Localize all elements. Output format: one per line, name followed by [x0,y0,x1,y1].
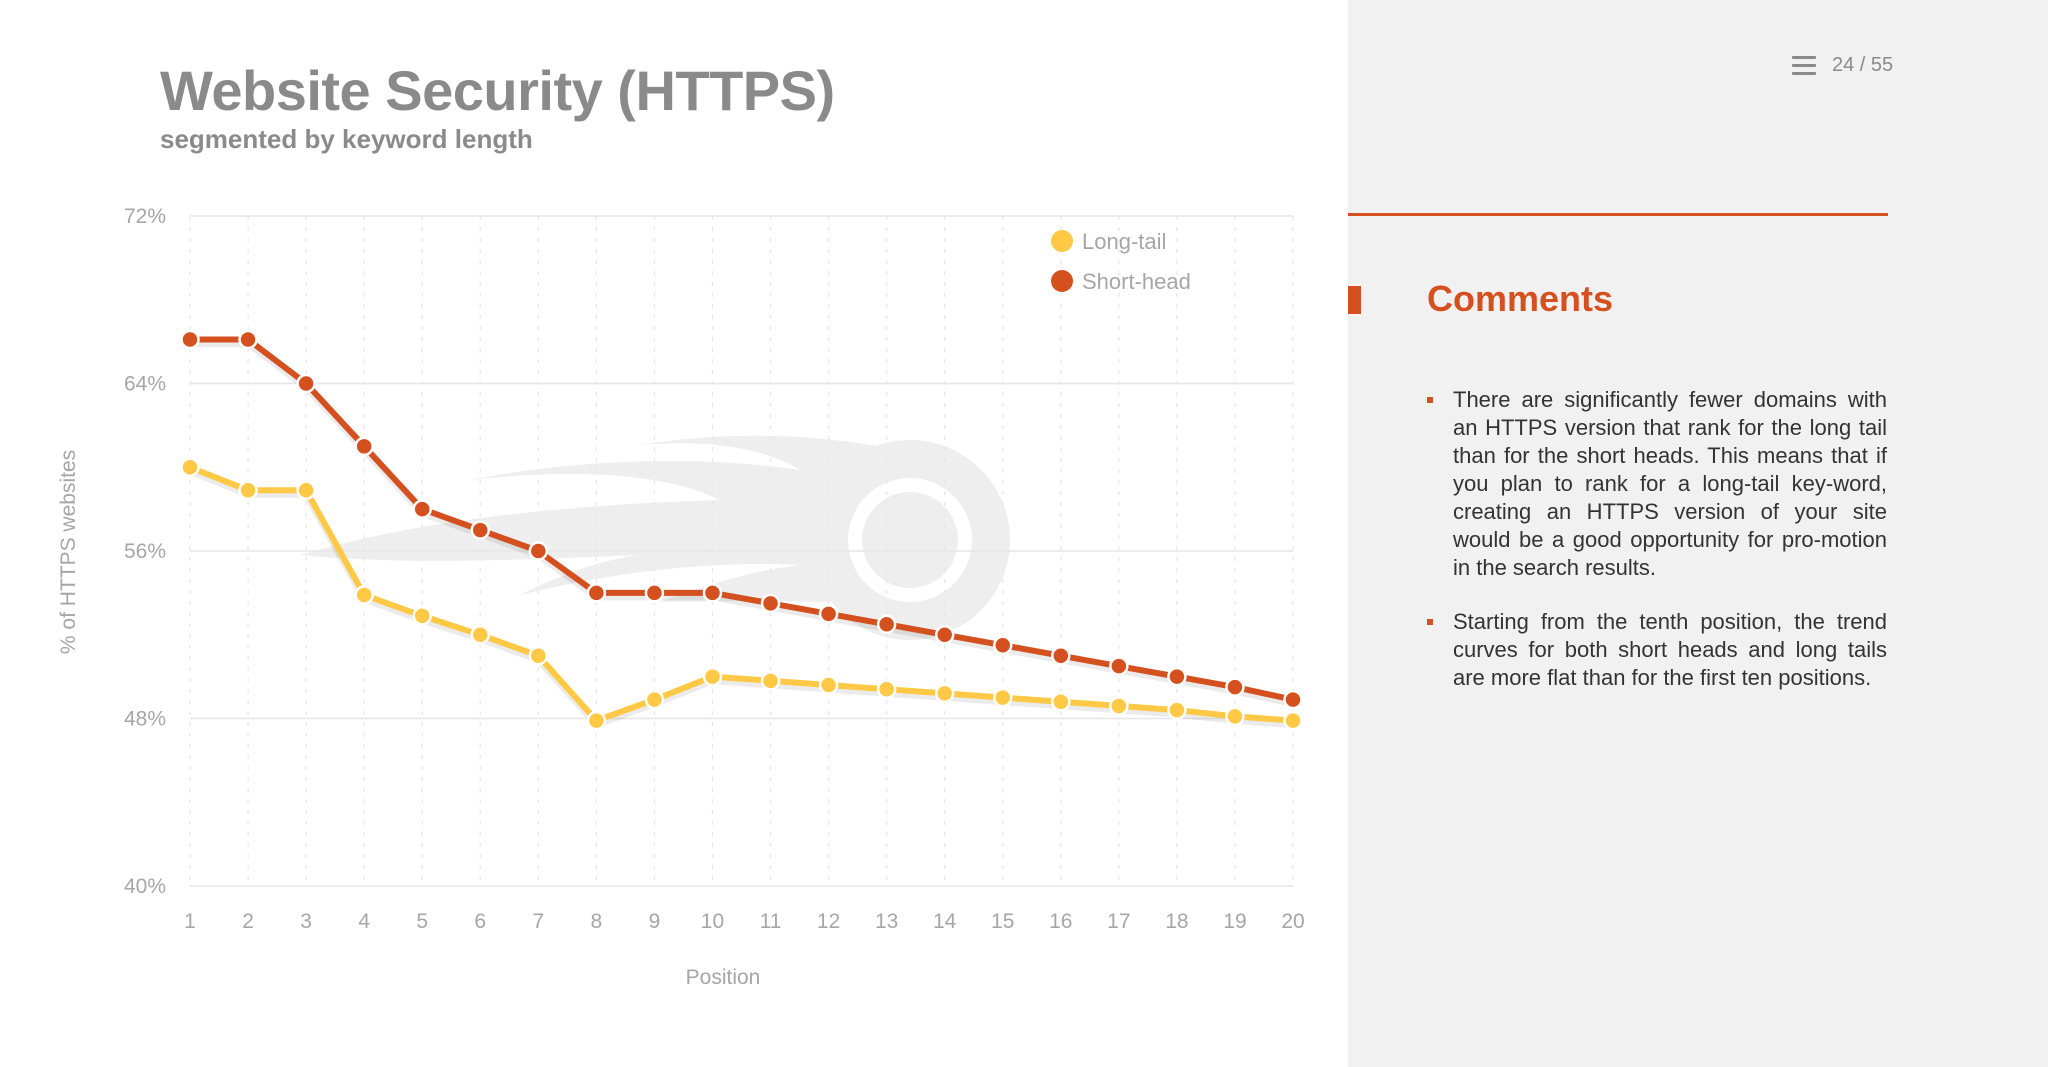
data-point [412,499,432,519]
comments-heading: Comments [1427,278,1614,319]
data-point [876,679,897,699]
data-point [1283,710,1303,731]
data-point [992,635,1013,655]
comment-item: There are significantly fewer domains wi… [1427,386,1887,582]
data-point [470,625,491,645]
data-point [1225,706,1245,727]
legend-swatch [1051,270,1073,292]
series-points [180,329,1303,731]
data-point [470,520,491,540]
legend-label: Short-head [1082,269,1191,294]
x-tick-label: 20 [1281,910,1304,933]
data-point [180,457,200,477]
hamburger-menu-icon[interactable] [1792,56,1816,76]
bullet-marker [1427,619,1433,625]
data-point [412,606,432,626]
y-axis-label: % of HTTPS websites [57,450,80,654]
data-point [1051,645,1071,666]
x-tick-label: 15 [991,910,1014,933]
data-point [702,666,723,687]
comments-panel [1348,0,2048,1067]
horizontal-gridlines [190,215,1293,887]
vertical-gridlines [189,216,1294,886]
x-tick-label: 18 [1165,910,1188,933]
chart-legend: Long-tail Short-head [1051,229,1191,294]
y-tick-label: 72% [124,205,166,228]
comment-item: Starting from the tenth position, the tr… [1427,608,1887,692]
y-axis-tick-labels: 40% 48% 56% 64% 72% [124,205,166,898]
comment-text: There are significantly fewer domains wi… [1453,387,1887,580]
section-marker [1348,286,1361,314]
x-tick-label: 2 [242,910,254,933]
data-point [1167,666,1187,687]
y-tick-label: 64% [124,373,166,396]
x-tick-label: 6 [474,910,486,933]
data-point [818,604,839,624]
x-tick-label: 3 [300,910,312,933]
data-point [1225,677,1245,697]
comments-list: There are significantly fewer domains wi… [1427,386,1887,718]
y-tick-label: 48% [124,708,166,731]
series-line [187,336,1296,703]
x-tick-label: 7 [532,910,544,933]
y-tick-label: 56% [124,540,166,563]
x-axis-tick-labels: 1 2 3 4 5 6 7 8 9 10 11 12 13 14 15 16 17 18 19 20 [184,910,1305,933]
data-point [238,329,258,350]
x-tick-label: 16 [1049,910,1072,933]
series-line-shadow [188,468,1294,729]
semrush-logo-watermark [300,435,1010,640]
x-tick-label: 5 [416,910,428,933]
x-tick-label: 19 [1223,910,1246,933]
comment-text: Starting from the tenth position, the tr… [1453,609,1887,690]
data-point [644,583,665,603]
data-point [934,625,955,645]
x-tick-label: 10 [701,910,724,933]
data-point [296,373,316,394]
section-divider [1348,213,1888,216]
y-tick-label: 40% [124,875,166,898]
x-tick-label: 8 [591,910,603,933]
data-point [760,671,781,691]
data-point [1109,656,1129,676]
x-tick-label: 13 [875,910,898,933]
data-point [586,583,607,603]
data-point [354,436,374,457]
slide-subtitle: segmented by keyword length [160,124,533,154]
x-tick-label: 11 [760,910,782,933]
data-point [760,593,781,614]
data-point [818,675,839,695]
page-counter: 24 / 55 [1832,54,1894,76]
legend-swatch [1051,230,1073,252]
legend-label: Long-tail [1082,229,1166,254]
x-tick-label: 12 [817,910,840,933]
data-point [644,689,665,710]
data-point [528,645,549,666]
x-tick-label: 9 [649,910,661,933]
data-point [1283,689,1303,710]
data-point [528,541,549,561]
data-point [876,614,897,635]
data-point [586,710,607,731]
data-point [1167,700,1187,720]
data-point [354,585,374,605]
data-point [1051,692,1071,712]
series-lines [187,336,1296,729]
data-point [992,687,1013,708]
x-axis-label: Position [686,966,761,989]
data-point [238,480,258,501]
x-tick-label: 14 [933,910,957,933]
data-point [702,583,723,603]
bullet-marker [1427,397,1433,403]
slide-title: Website Security (HTTPS) [160,59,835,122]
data-point [180,329,200,350]
x-tick-label: 17 [1107,910,1130,933]
data-point [934,683,955,704]
x-tick-label: 4 [358,910,370,933]
https-line-chart: 40%48%56%64%72% 1 2 3 4 5 6 7 8 9 10 11 12 13 14 15 16 1… [57,205,1305,989]
x-tick-label: 1 [184,910,196,933]
data-point [296,480,316,501]
data-point [1109,696,1129,716]
